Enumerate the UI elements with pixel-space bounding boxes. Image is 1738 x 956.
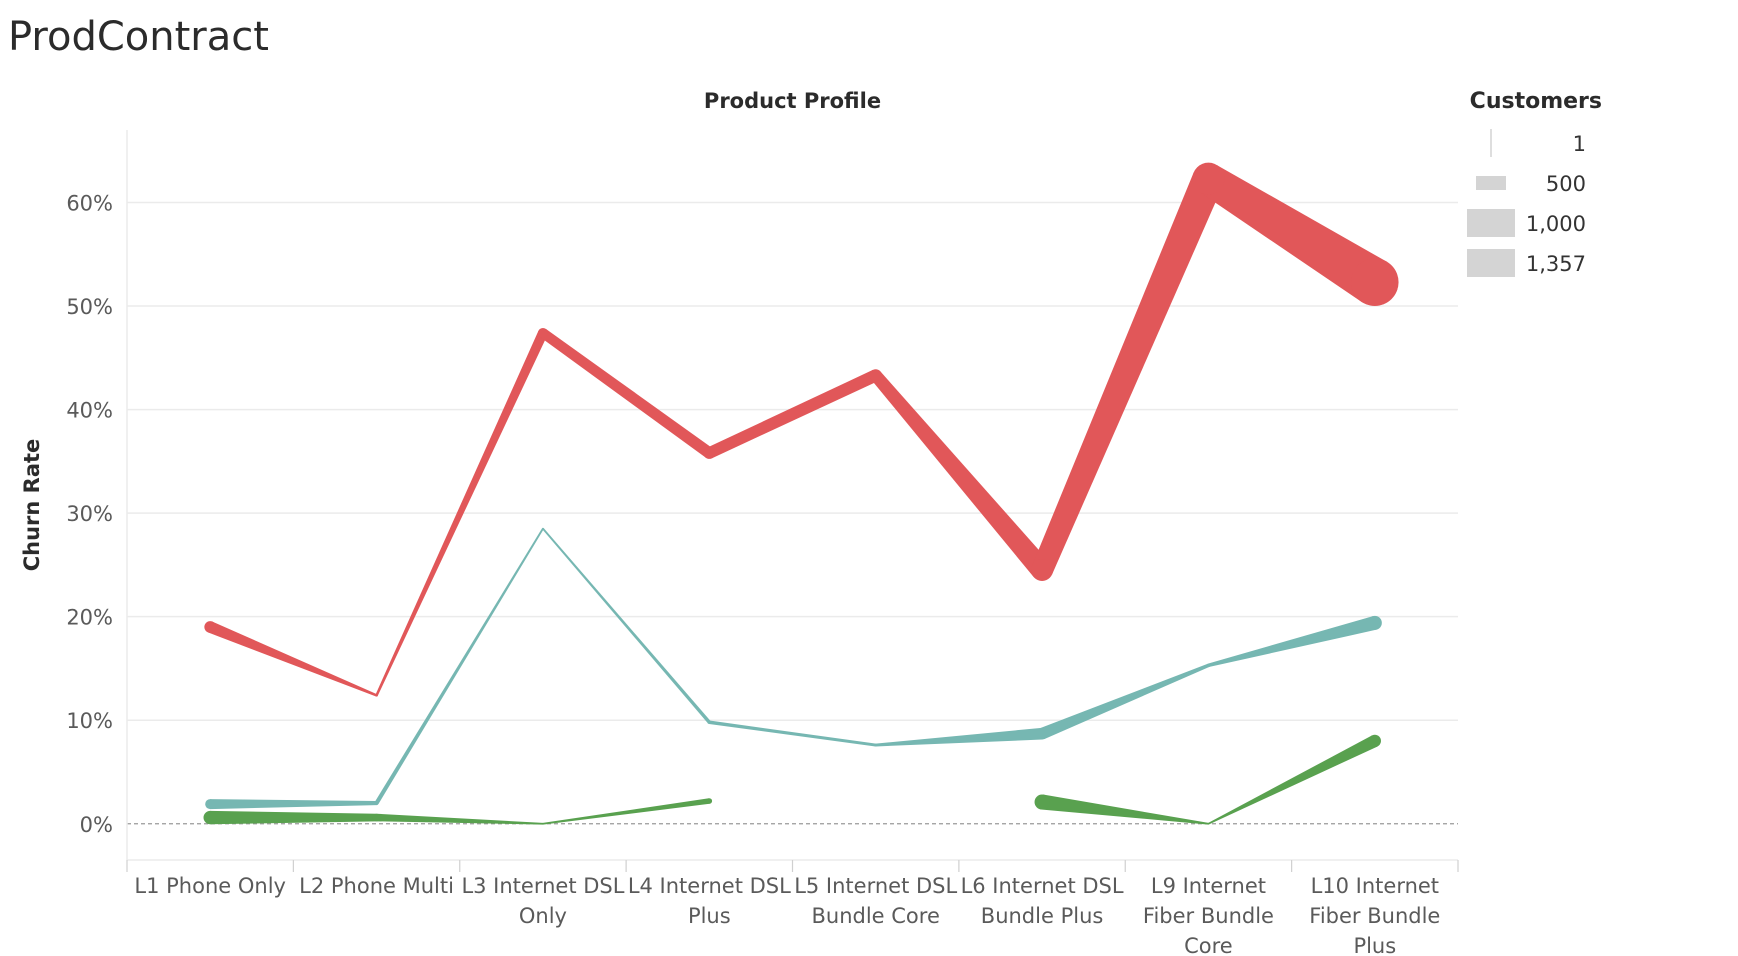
legend-entry-label: 1,357: [1526, 252, 1586, 276]
line-segment: [207, 621, 378, 697]
series-1: [204, 162, 1399, 697]
legend-size-swatch: [1490, 129, 1492, 157]
line-segment: [706, 369, 879, 459]
gridlines: [127, 201, 1458, 825]
legend-entry-label: 1,000: [1526, 212, 1586, 236]
y-tick-label: 60%: [66, 191, 113, 215]
axes: 0% 10% 20% 30% 40% 50% 60% L1 Phone Only L2 Phon…: [66, 130, 1459, 956]
data-point: [1351, 258, 1399, 306]
data-point: [372, 813, 381, 822]
line-segment: [540, 328, 713, 458]
line-segment: [374, 528, 544, 805]
line-segment: [210, 799, 377, 810]
legend-entry-label: 1: [1573, 132, 1586, 156]
sheet-title: ProdContract: [8, 14, 269, 60]
line-segment: [376, 813, 543, 825]
legend-size-swatch: [1467, 209, 1515, 237]
line-segment: [542, 798, 710, 825]
category-label: L10 Internet Fiber Bundle Plus: [1309, 874, 1440, 956]
line-segment: [1208, 735, 1378, 825]
line-segment: [870, 371, 1051, 578]
data-point: [542, 527, 544, 530]
line-segment: [1032, 172, 1224, 575]
data-point: [1207, 822, 1210, 825]
category-label: L2 Phone Multi: [299, 874, 454, 898]
data-point: [375, 694, 378, 697]
line-segment: [1041, 794, 1209, 825]
data-point: [1206, 663, 1211, 668]
data-point: [874, 743, 878, 747]
data-point: [1036, 727, 1048, 740]
size-legend: Customers 1 500 1,000 1,357: [1467, 89, 1602, 277]
line-segment: [1039, 663, 1210, 740]
data-point: [204, 621, 217, 633]
category-label: L4 Internet DSL Plus: [628, 874, 791, 928]
line-segment: [375, 330, 548, 696]
category-label: L6 Internet DSL Bundle Plus: [961, 874, 1124, 928]
y-tick-label: 0%: [80, 813, 113, 837]
line-segment: [210, 810, 377, 825]
y-tick-label: 30%: [66, 502, 113, 526]
legend-title: Customers: [1470, 89, 1602, 114]
legend-size-swatch: [1476, 176, 1506, 190]
legend-size-swatch: [1467, 249, 1515, 277]
data-point: [869, 369, 882, 382]
category-label: L1 Phone Only: [134, 874, 286, 898]
line-segment: [709, 720, 876, 747]
data-point: [1192, 162, 1225, 195]
data-point: [203, 810, 217, 825]
category-label: L5 Internet DSL Bundle Core: [794, 874, 957, 928]
data-point: [706, 798, 713, 804]
data-point: [1368, 734, 1381, 748]
y-axis-title: Churn Rate: [20, 439, 44, 572]
data-point: [707, 720, 712, 725]
line-segment: [875, 727, 1043, 747]
series-layer: [203, 162, 1399, 825]
y-tick-label: 10%: [66, 709, 113, 733]
data-point: [542, 822, 544, 825]
series-3: [203, 734, 1381, 825]
line-segment: [542, 528, 711, 724]
line-segment: [1199, 165, 1388, 303]
data-point: [703, 447, 716, 459]
data-point: [1034, 794, 1050, 810]
column-header: Product Profile: [704, 89, 881, 113]
data-point: [1031, 559, 1053, 581]
y-tick-label: 40%: [66, 399, 113, 423]
legend-entry-label: 500: [1546, 172, 1586, 196]
series-2: [205, 527, 1382, 810]
category-label: L3 Internet DSL Only: [461, 874, 624, 928]
category-label: L9 Internet Fiber Bundle Core: [1143, 874, 1274, 956]
data-point: [205, 799, 216, 810]
line-segment: [1208, 616, 1377, 668]
y-tick-label: 20%: [66, 606, 113, 630]
data-point: [374, 800, 379, 806]
data-point: [537, 327, 548, 338]
y-tick-label: 50%: [66, 295, 113, 319]
data-point: [1367, 615, 1382, 630]
